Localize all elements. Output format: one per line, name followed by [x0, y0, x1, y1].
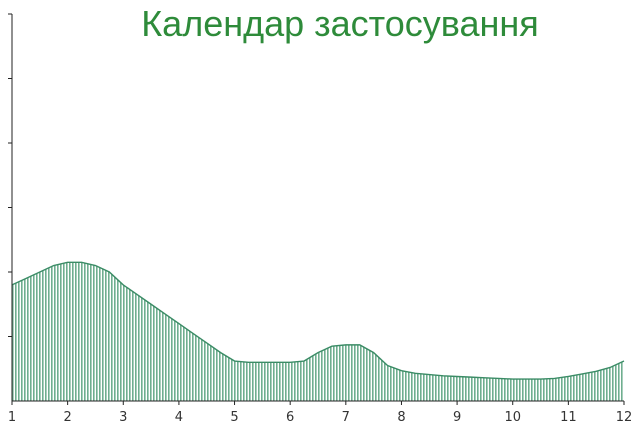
- x-tick-label-6: 6: [286, 410, 294, 425]
- area-layer: [11, 261, 625, 401]
- x-tick-label-2: 2: [63, 410, 71, 425]
- x-tick-label-10: 10: [504, 410, 521, 425]
- x-tick-label-9: 9: [453, 410, 461, 425]
- area-series-outline-1: [11, 261, 625, 380]
- x-tick-label-4: 4: [175, 410, 183, 425]
- x-tick-label-12: 12: [616, 410, 633, 425]
- chart-title: Календар застосування: [141, 3, 539, 44]
- x-tick-labels: 1 2 3 4 5 6 7 8 9 10 11 12: [8, 410, 632, 425]
- x-tick-label-11: 11: [560, 410, 577, 425]
- x-tick-label-7: 7: [342, 410, 350, 425]
- x-tick-label-3: 3: [119, 410, 127, 425]
- x-tick-label-8: 8: [397, 410, 405, 425]
- x-tick-label-1: 1: [8, 410, 16, 425]
- axis-layer: [8, 13, 625, 405]
- x-tick-label-5: 5: [230, 410, 238, 425]
- area-series-1: [12, 262, 624, 401]
